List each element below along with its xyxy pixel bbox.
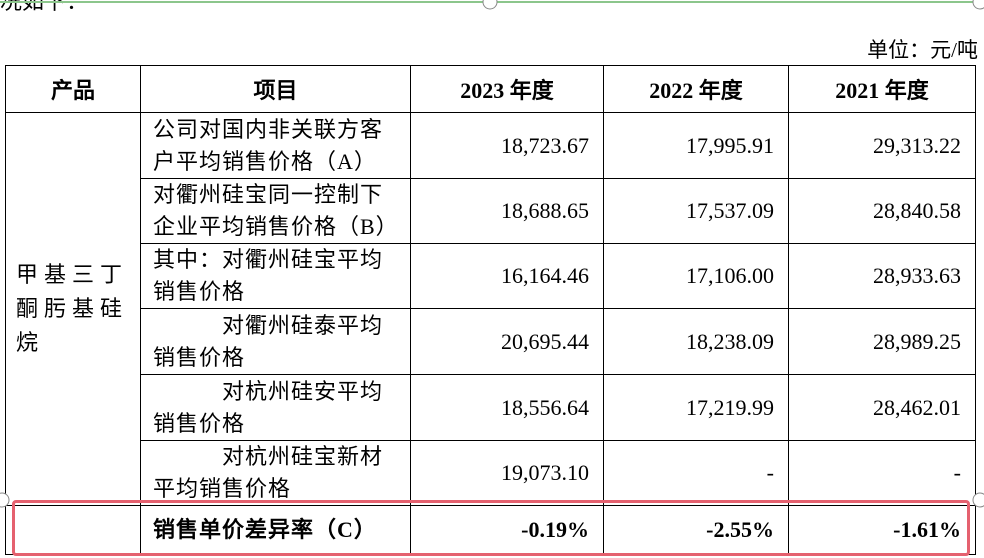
- value-cell: 17,995.91: [603, 112, 789, 179]
- item-line: 销售价格: [153, 410, 246, 436]
- header-cell: 项目: [140, 65, 411, 113]
- value-cell: -: [603, 440, 789, 506]
- value-cell: -1.61%: [788, 505, 976, 555]
- value-cell: 17,537.09: [603, 178, 789, 244]
- data-row: 对杭州硅安平均 销售价格 18,556.64 17,219.99 28,462.01: [6, 374, 976, 441]
- value-cell: 19,073.10: [410, 440, 604, 506]
- price-table: 产品 项目 2023 年度 2022 年度 2021 年度 甲基三丁 酮肟基硅烷公司对国内…: [5, 65, 976, 555]
- header-cell: 2023 年度: [410, 65, 604, 113]
- unit-label: 单位：元/吨: [867, 38, 978, 62]
- value-cell: 18,556.64: [410, 374, 604, 441]
- product-line: 甲基三丁: [16, 262, 129, 287]
- value-cell: -: [788, 440, 976, 506]
- data-row: 对衢州硅宝同一控制下 企业平均销售价格（B） 18,688.65 17,537.09 2…: [6, 178, 976, 244]
- item-cell: 公司对国内非关联方客 户平均销售价格（A）: [140, 112, 411, 179]
- item-cell: 对杭州硅安平均 销售价格: [140, 374, 411, 441]
- item-line: 销售价格: [153, 279, 246, 304]
- data-row: 甲基三丁 酮肟基硅烷公司对国内非关联方客 户平均销售价格（A） 18,723.67 17…: [5, 112, 976, 506]
- item-line: 对杭州硅宝新材: [153, 444, 384, 469]
- value-cell: -2.55%: [603, 505, 789, 555]
- value-cell: 18,238.09: [603, 308, 789, 375]
- data-row: 其中：对衢州硅宝平均 销售价格 16,164.46 17,106.00 28,933.6…: [6, 243, 976, 309]
- header-row: 产品 项目 2023 年度 2022 年度 2021 年度: [5, 65, 976, 113]
- value-cell: 17,106.00: [603, 243, 789, 309]
- value-cell: 20,695.44: [410, 308, 604, 375]
- value-cell: 18,688.65: [410, 178, 604, 244]
- item-line: 对衢州硅宝同一控制下: [153, 182, 384, 207]
- item-line: 其中：对衢州硅宝平均: [153, 247, 384, 272]
- empty-cell: [5, 505, 141, 555]
- item-line: 企业平均销售价格（B）: [153, 214, 399, 239]
- item-cell: 销售单价差异率（C）: [140, 505, 411, 555]
- data-row: 对杭州硅宝新材 平均销售价格 19,073.10- -: [6, 440, 976, 506]
- value-cell: -0.19%: [410, 505, 604, 555]
- value-cell: 28,462.01: [788, 374, 976, 441]
- item-line: 户平均销售价格（A）: [153, 148, 377, 174]
- product-line: 酮肟基硅: [16, 296, 129, 321]
- value-cell: 17,219.99: [603, 374, 789, 441]
- value-cell: 28,840.58: [788, 178, 976, 244]
- header-cell: 2021 年度: [788, 65, 976, 113]
- item-line: 对衢州硅泰平均: [153, 312, 384, 338]
- header-cell: 产品: [5, 65, 141, 113]
- product-cell: 甲基三丁 酮肟基硅烷: [5, 112, 141, 506]
- item-cell: 对衢州硅泰平均 销售价格: [140, 308, 411, 375]
- product-line: 烷: [16, 330, 45, 355]
- item-cell: 对杭州硅宝新材 平均销售价格: [140, 440, 411, 506]
- value-cell: 29,313.22: [788, 112, 976, 179]
- item-cell: 对衢州硅宝同一控制下 企业平均销售价格（B）: [140, 178, 411, 244]
- value-cell: 28,933.63: [788, 243, 976, 309]
- value-cell: 18,723.67: [410, 112, 604, 179]
- item-line: 公司对国内非关联方客: [153, 116, 384, 142]
- item-line: 对杭州硅安平均: [153, 378, 384, 404]
- summary-row: 销售单价差异率（C） -0.19% -2.55% -1.61%: [5, 505, 976, 555]
- value-cell: 28,989.25: [788, 308, 976, 375]
- intro-text: 况如下：: [0, 0, 89, 14]
- item-cell: 其中：对衢州硅宝平均 销售价格: [140, 243, 411, 309]
- value-cell: 16,164.46: [410, 243, 604, 309]
- header-cell: 2022 年度: [603, 65, 789, 113]
- data-row: 对衢州硅泰平均 销售价格 20,695.44 18,238.09 28,989.25: [6, 308, 976, 375]
- item-line: 销售价格: [153, 344, 246, 370]
- item-line: 平均销售价格: [153, 476, 292, 501]
